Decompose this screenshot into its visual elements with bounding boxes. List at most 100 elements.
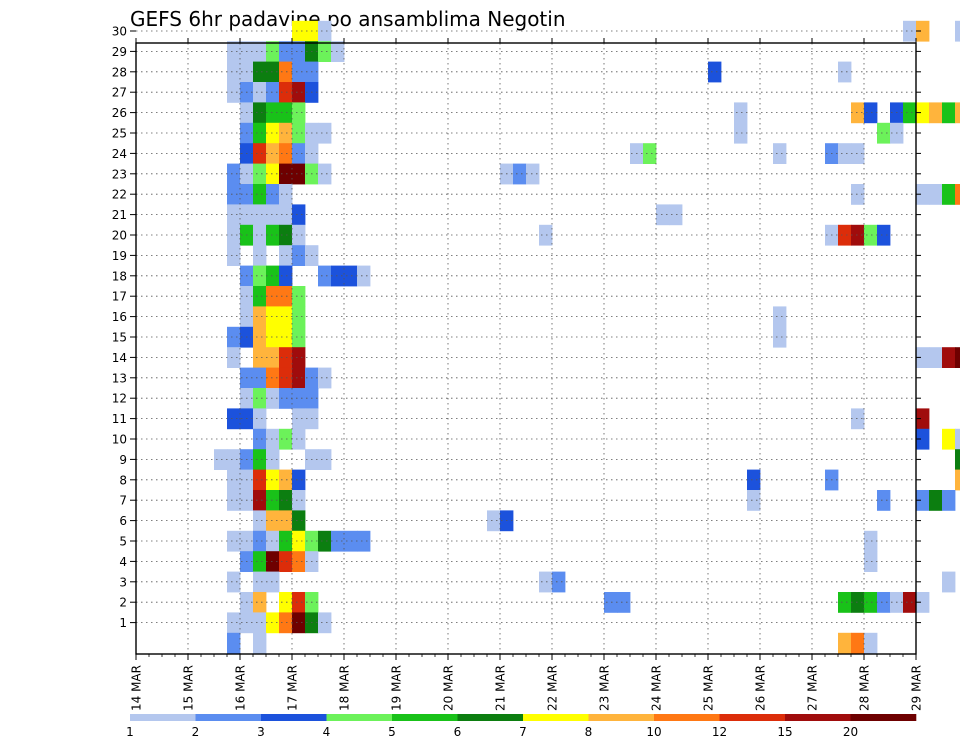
y-tick-label: 17	[112, 290, 127, 304]
chart-title: GEFS 6hr padavine po ansamblima Negotin	[130, 7, 566, 31]
heatmap-cell	[253, 530, 267, 552]
heatmap-cell	[929, 490, 943, 511]
heatmap-cell	[253, 632, 267, 654]
heatmap-cell	[227, 61, 241, 83]
heatmap-cell	[266, 102, 280, 124]
colorbar-label: 10	[646, 725, 661, 739]
heatmap-cell	[253, 82, 267, 103]
heatmap-cell	[318, 41, 332, 62]
heatmap-cell	[227, 490, 241, 511]
heatmap-cell	[279, 224, 293, 246]
grid-lines	[136, 30, 916, 654]
y-tick-label: 5	[119, 535, 127, 549]
heatmap-cell	[942, 347, 956, 368]
colorbar-swatch	[719, 714, 786, 721]
heatmap-cell	[227, 184, 241, 205]
heatmap-cell	[279, 612, 293, 634]
heatmap-cell	[539, 571, 553, 593]
heatmap-cell	[526, 163, 540, 185]
heatmap-cell	[552, 571, 566, 593]
heatmap-cell	[266, 367, 280, 389]
heatmap-cell	[279, 551, 293, 572]
heatmap-cell	[227, 530, 241, 552]
y-tick-label: 21	[112, 208, 127, 222]
heatmap-cell	[279, 122, 293, 144]
heatmap-cell	[266, 347, 280, 368]
colorbar-swatch	[850, 714, 917, 721]
y-tick-label: 27	[112, 86, 127, 100]
heatmap-cell	[916, 592, 930, 613]
colorbar-label: 7	[519, 725, 527, 739]
colorbar-swatch	[195, 714, 262, 721]
heatmap-cell	[669, 204, 683, 226]
y-tick-label: 1	[119, 616, 127, 630]
heatmap-cell	[916, 184, 930, 205]
x-tick-label: 27 MAR	[806, 665, 820, 711]
y-tick-label: 9	[119, 453, 127, 467]
heatmap-cell	[942, 184, 956, 205]
x-tick-label: 29 MAR	[910, 665, 924, 711]
heatmap-cell	[253, 592, 267, 613]
heatmap-cell	[344, 265, 358, 287]
heatmap-cell	[279, 286, 293, 307]
heatmap-cell	[643, 143, 657, 164]
y-tick-label: 6	[119, 514, 127, 528]
heatmap-cell	[916, 408, 930, 430]
colorbar-swatch	[130, 714, 196, 721]
heatmap-cell	[253, 388, 267, 409]
colorbar-swatch	[261, 714, 327, 721]
heatmap-cell	[773, 306, 787, 328]
heatmap-cell	[942, 571, 956, 593]
heatmap-cell	[851, 408, 865, 430]
x-tick-label: 18 MAR	[338, 665, 352, 711]
heatmap-cell	[279, 510, 293, 532]
heatmap-cell	[253, 510, 267, 532]
colorbar-swatch	[785, 714, 851, 721]
heatmap-cell	[916, 102, 930, 124]
heatmap-cell	[916, 428, 930, 450]
heatmap-cell	[838, 592, 852, 613]
heatmap-cell	[292, 510, 306, 532]
heatmap-cell	[877, 592, 891, 613]
heatmap-cell	[331, 530, 345, 552]
colorbar-label: 4	[323, 725, 331, 739]
colorbar-label: 2	[192, 725, 200, 739]
heatmap-cell	[747, 469, 761, 491]
x-tick-label: 19 MAR	[390, 665, 404, 711]
heatmap-cell	[279, 143, 293, 164]
heatmap-cell	[292, 204, 306, 226]
heatmap-cell	[227, 408, 241, 430]
heatmap-cell	[253, 224, 267, 246]
heatmap-cell	[617, 592, 631, 613]
heatmap-cell	[279, 469, 293, 491]
heatmap-cell	[916, 490, 930, 511]
x-tick-label: 22 MAR	[546, 665, 560, 711]
heatmap-cell	[253, 41, 267, 62]
heatmap-cell	[214, 449, 228, 470]
heatmap-cell	[253, 286, 267, 307]
heatmap-cell	[227, 204, 241, 226]
heatmap-cell	[266, 388, 280, 409]
heatmap-cell	[955, 20, 960, 42]
heatmap-cell	[318, 367, 332, 389]
heatmap-cell	[227, 224, 241, 246]
y-tick-label: 25	[112, 127, 127, 141]
heatmap-cell	[318, 163, 332, 185]
heatmap-cell	[955, 449, 960, 470]
heatmap-cell	[253, 347, 267, 368]
heatmap-cell	[266, 551, 280, 572]
heatmap-cell	[292, 41, 306, 62]
heatmap-cell	[734, 102, 748, 124]
heatmap-cell	[773, 326, 787, 348]
colorbar-label: 8	[585, 725, 593, 739]
colorbar-label: 20	[843, 725, 858, 739]
heatmap-cell	[292, 82, 306, 103]
heatmap-cell	[838, 61, 852, 83]
heatmap-cell	[253, 571, 267, 593]
y-tick-label: 7	[119, 494, 127, 508]
heatmap-cell	[318, 530, 332, 552]
heatmap-cell	[838, 224, 852, 246]
heatmap-cell	[292, 163, 306, 185]
colorbar-label: 5	[388, 725, 396, 739]
